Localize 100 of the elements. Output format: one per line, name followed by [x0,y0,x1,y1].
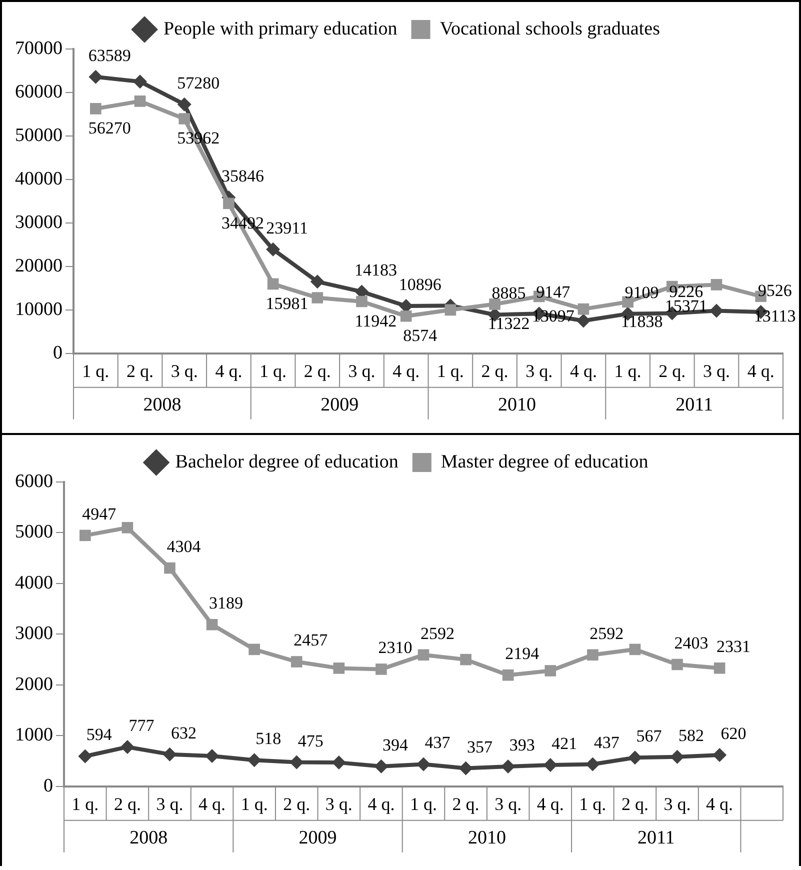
x-tick-label: 2 q. [304,360,331,381]
point [332,756,346,770]
point [223,198,234,210]
x-tick-label: 4 q. [570,360,597,381]
point [120,740,134,754]
x-tick-label: 1 q. [410,794,437,814]
x-tick-label: 3 q. [526,360,553,381]
point [416,757,430,772]
data-label: 567 [636,726,662,746]
data-label: 4304 [166,537,202,556]
legend-label: People with primary education [164,18,398,40]
point [312,292,324,304]
point [290,656,302,668]
y-tick-label: 4000 [15,572,53,594]
y-tick-label: 1000 [15,724,53,746]
data-label: 2331 [716,637,751,656]
text: 2009 [298,827,337,848]
point [376,664,387,675]
y-tick-label: 40000 [15,168,62,190]
x-tick-label: 3 q. [702,360,730,381]
legend-label: Master degree of education [440,451,649,472]
point [178,113,190,124]
x-tick-label: 3 q. [348,360,376,381]
x-tick-label: 2 q. [126,360,154,381]
point [578,303,590,315]
data-label: 475 [298,731,324,750]
point [460,654,472,666]
x-tick-label: 1 q. [260,360,287,381]
point [400,310,412,322]
x-tick-label: 4 q. [706,794,734,814]
point [670,750,684,764]
point [444,304,456,316]
point [489,298,500,310]
data-label: 437 [594,733,620,752]
text: 2008 [130,827,168,848]
text: 2008 [143,394,182,416]
x-tick-label: 4 q. [215,360,242,381]
point [133,74,148,89]
x-tick-label: 1 q. [579,794,606,814]
data-label: 57280 [177,73,220,92]
data-label: 11942 [354,311,397,330]
x-tick-label: 1 q. [82,360,110,381]
point [672,658,683,670]
point [458,761,473,776]
data-label: 518 [256,729,282,748]
point [586,757,600,772]
data-label: 357 [467,737,494,756]
y-tick-label: 2000 [15,674,53,695]
x-tick-label: 4 q. [392,360,420,381]
x-tick-label: 3 q. [325,794,352,814]
data-label: 3189 [209,594,244,613]
data-label: 11322 [488,314,530,334]
data-label: 2194 [505,644,540,664]
data-label: 9526 [758,280,792,300]
data-label: 2403 [674,633,708,652]
point [177,97,192,112]
data-label: 2457 [294,630,328,650]
data-label: 437 [424,733,451,752]
x-tick-label: 2 q. [114,794,141,814]
data-label: 56270 [88,118,131,138]
x-tick-label: 1 q. [614,360,642,381]
point [710,279,722,290]
point [587,649,598,661]
data-label: 393 [509,735,535,754]
x-tick-label: 2 q. [621,794,648,814]
data-label: 8574 [403,326,438,346]
x-tick-label: 4 q. [747,360,774,381]
text: 2011 [637,827,675,848]
x-tick-label: 4 q. [198,794,226,814]
data-label: 777 [128,716,155,735]
point [205,748,220,763]
data-label: 9147 [536,282,571,302]
point [714,662,726,674]
y-tick-label: 30000 [15,212,62,233]
data-label: 421 [552,734,578,754]
y-tick-label: 60000 [15,81,62,102]
point [267,278,279,290]
y-tick-label: 50000 [15,124,62,146]
point [88,70,103,84]
point [712,748,727,762]
x-tick-label: 3 q. [664,794,691,814]
text: 2010 [498,394,536,416]
point [418,649,430,661]
point [356,296,368,308]
data-label: 63589 [88,46,131,65]
legend-label: Vocational schools graduates [440,18,660,40]
point [79,530,91,542]
data-label: 394 [382,735,408,754]
data-label: 9226 [669,282,704,302]
point [576,314,590,328]
point [543,758,558,772]
data-label: 8885 [492,284,526,303]
y-tick-label: 5000 [15,522,53,543]
data-label: 2592 [420,624,454,643]
data-label: 594 [86,725,112,744]
data-label: 15981 [266,294,308,313]
y-tick-label: 0 [53,342,62,364]
point [310,274,324,289]
x-tick-label: 2 q. [481,360,508,381]
data-label: 4947 [82,504,117,524]
